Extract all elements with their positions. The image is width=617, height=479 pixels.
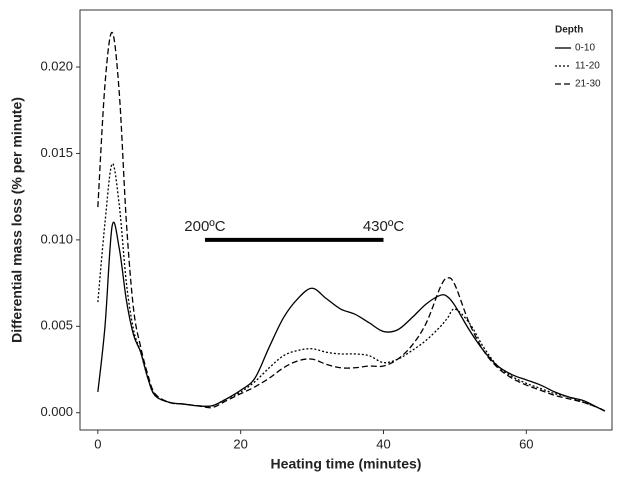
legend-title: Depth: [555, 25, 583, 36]
y-tick-label: 0.005: [40, 318, 73, 333]
legend-label: 11-20: [575, 61, 600, 72]
plot-frame: [79, 9, 613, 431]
x-tick-label: 40: [376, 436, 390, 451]
legend-label: 21-30: [575, 79, 601, 90]
range-label: 430ºC: [363, 218, 405, 235]
x-tick-label: 60: [519, 436, 533, 451]
y-tick-label: 0.020: [40, 58, 73, 73]
y-tick-label: 0.015: [40, 145, 73, 160]
range-label: 200ºC: [184, 218, 226, 235]
y-tick-label: 0.010: [40, 231, 73, 246]
x-axis-title: Heating time (minutes): [271, 456, 422, 472]
y-tick-label: 0.000: [40, 404, 73, 419]
x-tick-label: 20: [233, 436, 247, 451]
legend-label: 0-10: [575, 43, 595, 54]
data-line: [97, 163, 606, 412]
x-tick-label: 0: [94, 436, 101, 451]
y-axis-title: Differential mass loss (% per minute): [9, 97, 25, 343]
data-line: [97, 31, 606, 412]
